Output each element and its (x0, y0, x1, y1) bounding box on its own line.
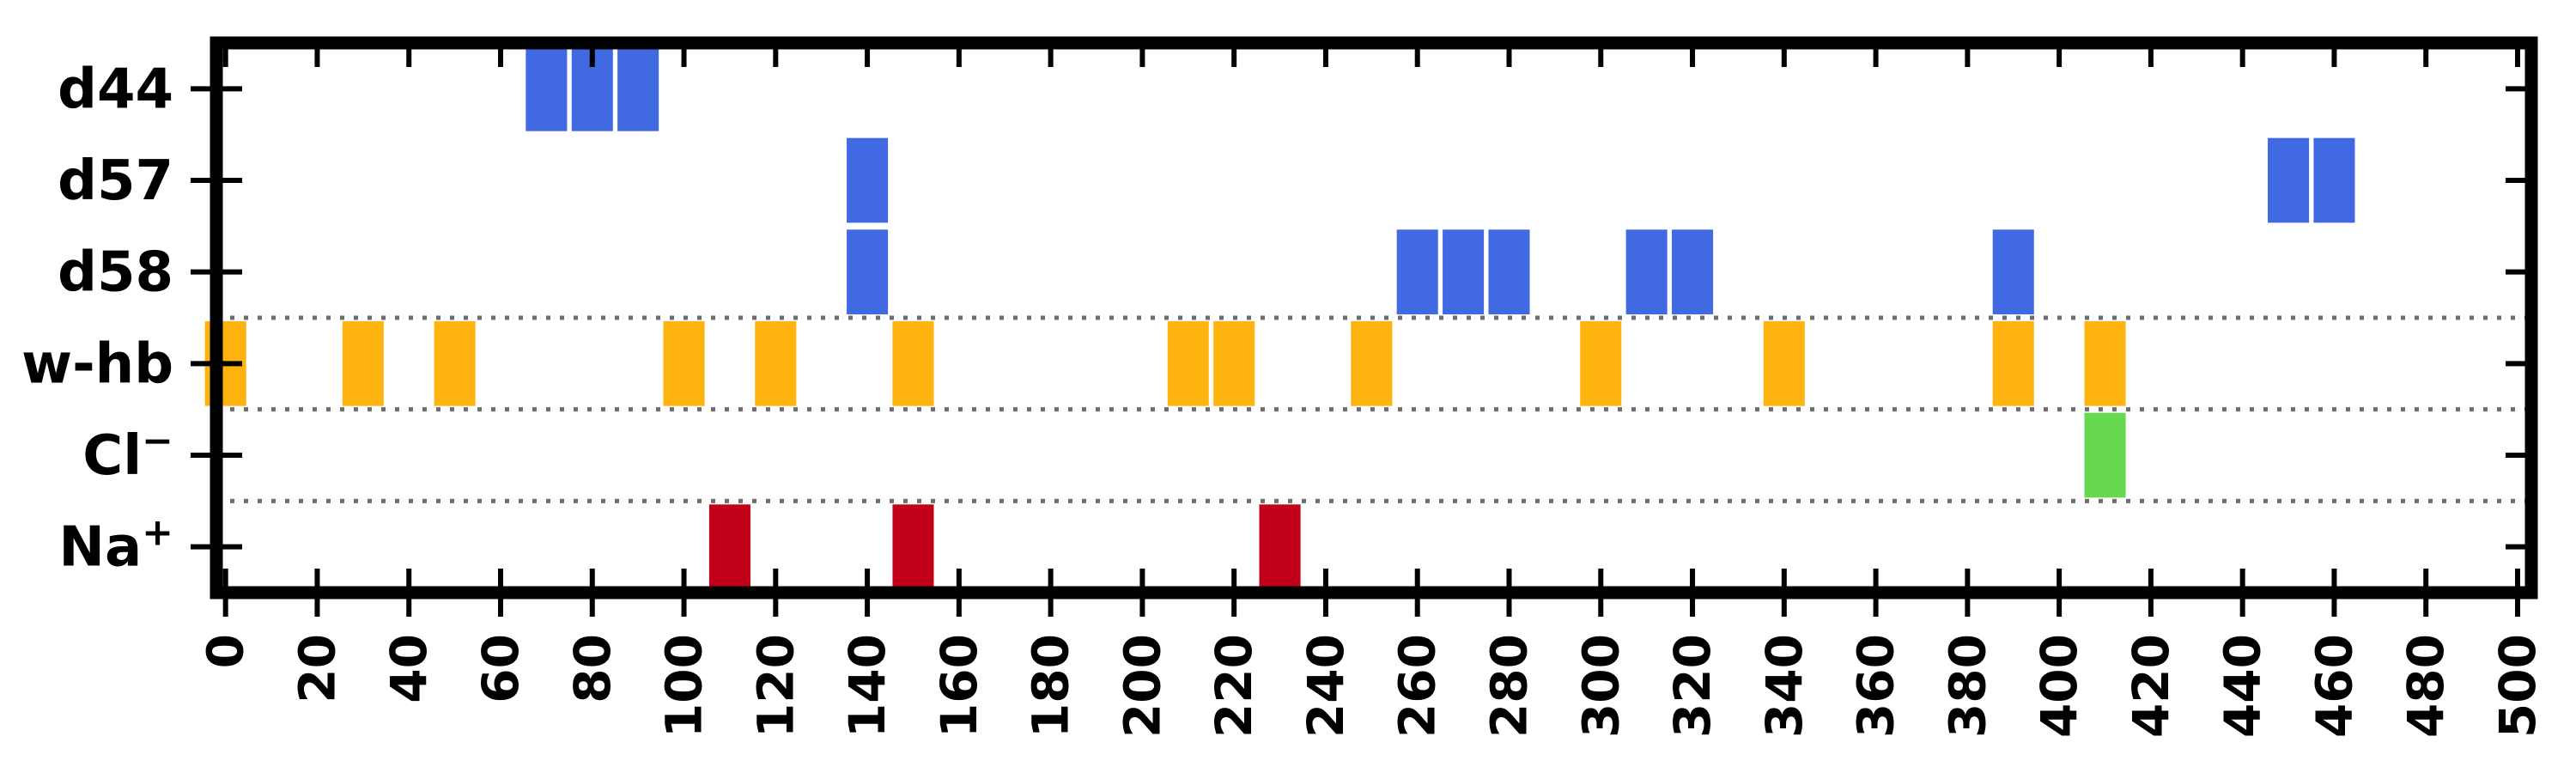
plot-frame (210, 36, 2538, 600)
event-band-d57-140 (847, 137, 889, 223)
y-tick-label: w-hb (21, 332, 173, 396)
x-tick-label: 320 (1663, 634, 1722, 738)
row-separators (216, 315, 2531, 503)
event-band-d58-140 (847, 229, 889, 314)
y-axis-labels: d44 d57 d58 w-hb Cl− Na+ (21, 58, 173, 579)
event-band-d57-450 (2268, 137, 2310, 223)
event-band-d57-460 (2313, 137, 2355, 223)
event-band-d58-320 (1672, 229, 1714, 314)
event-band-whb-120 (755, 321, 797, 406)
x-tick-label: 260 (1388, 634, 1447, 738)
x-tick-label: 120 (746, 634, 805, 738)
event-band-na-110 (708, 504, 750, 589)
event-band-d58-310 (1625, 229, 1668, 314)
x-tick-label: 500 (2488, 634, 2547, 738)
x-tick-label: 140 (838, 634, 896, 738)
event-band-d58-390 (1992, 229, 2034, 314)
event-band-d58-280 (1488, 229, 1530, 314)
event-band-na-150 (892, 504, 934, 589)
x-tick-label: 380 (1938, 634, 1996, 738)
x-tick-label: 180 (1022, 634, 1080, 738)
event-band-whb-100 (663, 321, 705, 406)
event-band-d44-90 (617, 46, 659, 131)
x-tick-label: 40 (380, 634, 438, 703)
x-axis-labels: 0 20 40 60 80 100 120 140 160 180 200 220 240 260 280 3… (197, 634, 2547, 738)
event-band-whb-220 (1213, 321, 1255, 406)
y-tick-label: d44 (58, 58, 173, 121)
event-band-whb-210 (1167, 321, 1209, 406)
x-tick-label: 240 (1297, 634, 1355, 738)
event-band-d58-260 (1396, 229, 1438, 314)
event-band-whb-410 (2084, 321, 2126, 406)
x-tick-label: 340 (1755, 634, 1814, 738)
event-band-cl-410 (2084, 412, 2126, 498)
x-tick-label: 220 (1205, 634, 1263, 738)
x-tick-label: 60 (471, 634, 530, 703)
x-tick-label: 280 (1479, 634, 1538, 738)
event-band-whb-30 (342, 321, 384, 406)
x-tick-label: 80 (563, 634, 622, 703)
x-tick-label: 360 (1847, 634, 1905, 738)
x-tick-label: 420 (2122, 634, 2180, 738)
event-band-whb-250 (1351, 321, 1393, 406)
event-band-whb-340 (1763, 321, 1805, 406)
x-tick-label: 160 (930, 634, 988, 738)
x-tick-label: 440 (2214, 634, 2272, 738)
y-tick-label: d58 (58, 241, 173, 305)
x-tick-label: 20 (288, 634, 346, 703)
x-tick-label: 460 (2305, 634, 2363, 738)
event-bands (204, 46, 2355, 589)
x-tick-label: 200 (1113, 634, 1171, 738)
x-tick-label: 100 (655, 634, 714, 738)
x-tick-label: 0 (197, 634, 255, 668)
event-band-na-230 (1259, 504, 1301, 589)
y-tick-label: Na+ (58, 511, 173, 580)
event-band-whb-50 (434, 321, 476, 406)
x-tick-label: 480 (2397, 634, 2455, 738)
event-band-whb-390 (1992, 321, 2034, 406)
event-band-whb-150 (892, 321, 934, 406)
x-tick-label: 400 (2030, 634, 2088, 738)
event-band-whb-300 (1580, 321, 1622, 406)
x-tick-label: 300 (1571, 634, 1630, 738)
event-band-d58-270 (1443, 229, 1485, 314)
y-tick-label: Cl− (82, 419, 173, 488)
event-band-d44-70 (526, 46, 568, 131)
y-tick-label: d57 (58, 149, 173, 213)
